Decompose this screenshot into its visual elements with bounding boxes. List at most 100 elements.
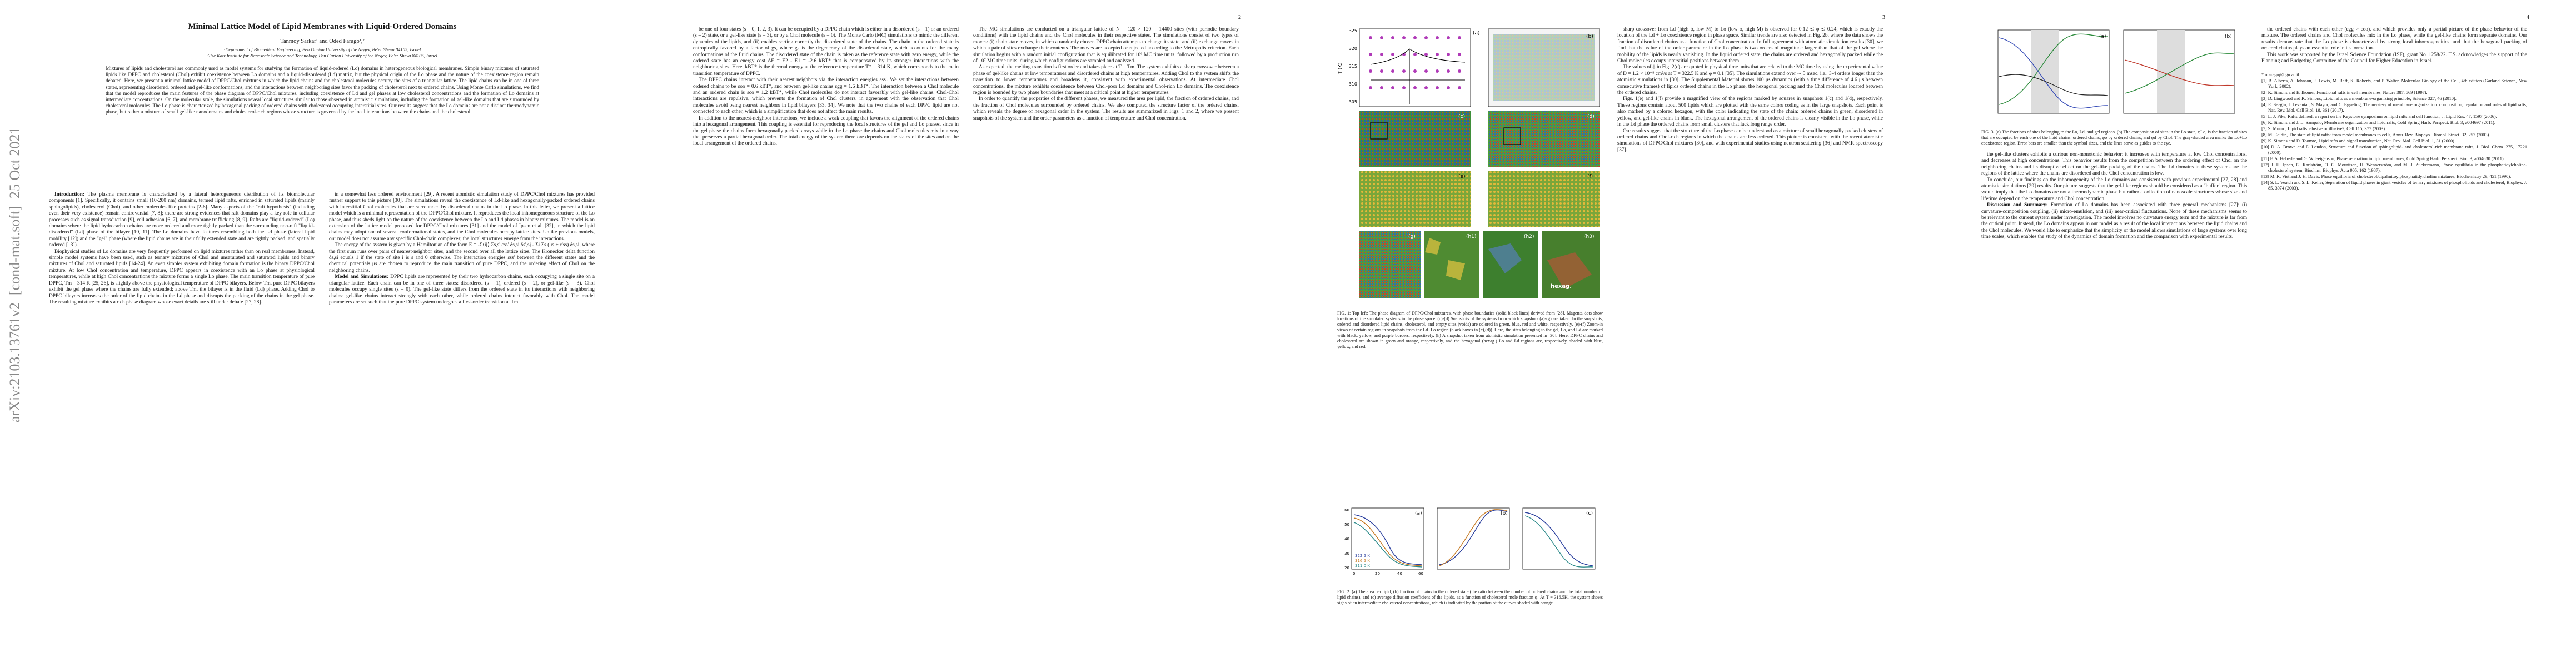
- curve: [1999, 74, 2109, 96]
- paragraph-text: Biophysical studies of Lo domains are ve…: [49, 248, 315, 305]
- panel-image: [1493, 34, 1595, 101]
- tick-label: 325: [1349, 28, 1357, 33]
- paragraph-text: the ordered chains with each other (εgg …: [2261, 27, 2527, 52]
- plot-a: [1351, 507, 1424, 570]
- page-number: 3: [1882, 14, 1885, 21]
- paragraph: Our results suggest that the structure o…: [1617, 128, 1883, 154]
- curve: [1999, 33, 2109, 105]
- references: * ofarago@bgu.ac.il [1] B. Alberts, A. Jo…: [2261, 72, 2527, 191]
- snapshot: [1488, 111, 1600, 167]
- paragraph-text: The values of ϕ in Fig. 2(c) are quoted …: [1617, 64, 1883, 96]
- paragraph: In addition to the nearest-neighbor inte…: [693, 116, 959, 147]
- paragraph-text: The MC simulations are conducted on a tr…: [973, 27, 1239, 64]
- figure-caption: FIG. 2: (a) The area per lipid, (b) frac…: [1337, 589, 1603, 605]
- panel-label: (e): [1458, 174, 1466, 180]
- paragraph-text: Our results suggest that the structure o…: [1617, 128, 1883, 153]
- curve: [2124, 52, 2234, 94]
- tick-label: 315: [1349, 64, 1357, 69]
- zoom-box: [1370, 122, 1388, 140]
- tick-label: 20: [1375, 571, 1380, 576]
- panel-label: (b): [1586, 34, 1593, 39]
- reference: [7] S. Munro, Lipid rafts: elusive or il…: [2261, 126, 2386, 132]
- column: The MC simulations are conducted on a tr…: [973, 27, 1239, 645]
- paragraph: Biophysical studies of Lo domains are ve…: [49, 249, 315, 306]
- tick-label: 320: [1349, 46, 1357, 51]
- reference: [8] M. Edidin, The state of lipid rafts:…: [2261, 132, 2490, 138]
- column: sharp crossover from Ld (high ϕ, low M) …: [1617, 27, 1883, 645]
- text-flow: the ordered chains with each other (εgg …: [2261, 27, 2527, 64]
- panel-label: (a): [2099, 34, 2106, 39]
- region-shading: [1425, 238, 1465, 280]
- coexistence-shading: [2031, 30, 2059, 113]
- paragraph-text: As expected, the melting transition is f…: [973, 64, 1239, 96]
- column: in a somewhat less ordered environment […: [329, 192, 595, 645]
- legend-entry: 322.5 K: [1355, 554, 1370, 558]
- page-2: 2 be one of four states (s = 0, 1, 2, 3)…: [644, 0, 1288, 667]
- paragraph-text: the gel-like clusters exhibits a curious…: [1981, 152, 2247, 177]
- reference: [3] D. Lingwood and K. Simons, Lipid raf…: [2261, 96, 2457, 102]
- figure-1: T (K) 325 320 315 310 305 (a) (b) (c) (d…: [1338, 28, 1600, 298]
- panel-label: (f): [1587, 174, 1593, 180]
- figure-2: 322.5 K 316.5 K 311.0 K 60 50 40 30 20 0…: [1344, 507, 1596, 576]
- reference: [9] K. Simons and D. Toomre, Lipid rafts…: [2261, 138, 2455, 144]
- reference: [11] F. A. Heberle and G. W. Feigenson, …: [2261, 156, 2505, 162]
- zoom-box: [1503, 127, 1521, 145]
- abstract: Mixtures of lipids and cholesterol are c…: [106, 66, 539, 115]
- paragraph: Model and Simulations: DPPC lipids are r…: [329, 274, 595, 306]
- axis-label: T (K): [1338, 62, 1343, 74]
- reference: [5] L. J. Pike, Rafts defined: a report …: [2261, 114, 2497, 120]
- paragraph-text: In order to quantify the properties of t…: [973, 96, 1239, 121]
- text-flow: the gel-like clusters exhibits a curious…: [1981, 152, 2247, 241]
- plot-c: [1522, 507, 1596, 570]
- reference: [2] K. Simons and E. Ikonen, Functional …: [2261, 90, 2428, 96]
- paragraph: Introduction: The plasma membrane is cha…: [49, 192, 315, 249]
- tick-label: 30: [1344, 551, 1349, 556]
- region-shading: [1488, 243, 1522, 273]
- paragraph-text: To conclude, our findings on the inhomog…: [1981, 177, 2247, 202]
- panel-label: (d): [1587, 114, 1595, 120]
- reference: [13] M. R. Vist and J. H. Davis, Phase e…: [2261, 174, 2512, 180]
- paragraph: sharp crossover from Ld (high ϕ, low M) …: [1617, 27, 1883, 64]
- paragraph: the ordered chains with each other (εgg …: [2261, 27, 2527, 52]
- panel-label: (c): [1458, 114, 1465, 120]
- reference: [6] K. Simons and J. L. Sampaio, Membran…: [2261, 120, 2496, 126]
- reference: [1] B. Alberts, A. Johnson, J. Lewis, M.…: [2261, 78, 2527, 89]
- reference: [12] J. H. Ipsen, G. Karlström, O. G. Mo…: [2261, 162, 2527, 173]
- zoom-view: [1359, 171, 1471, 227]
- paragraph: Discussion and Summary: Formation of Lo …: [1981, 202, 2247, 240]
- reference: [4] E. Sezgin, I. Levental, S. Mayor, an…: [2261, 102, 2527, 113]
- curve: [2124, 59, 2234, 86]
- tick-label: 305: [1349, 99, 1357, 104]
- page-3: 3 T (K) 325 320 315 310 305 (a): [1288, 0, 1932, 667]
- paragraph: To conclude, our findings on the inhomog…: [1981, 177, 2247, 203]
- panel-frame: [1359, 28, 1471, 107]
- tick-label: 20: [1344, 566, 1349, 570]
- figure-caption: FIG. 3: (a) The fractions of sites belon…: [1981, 130, 2247, 146]
- paragraph: the gel-like clusters exhibits a curious…: [1981, 152, 2247, 177]
- paragraph-text: be one of four states (s = 0, 1, 2, 3). …: [693, 27, 959, 77]
- paragraph-text: In addition to the nearest-neighbor inte…: [693, 115, 959, 147]
- snapshot: [1359, 231, 1421, 298]
- panel-label: (g): [1408, 234, 1416, 240]
- affiliation: ¹Department of Biomedical Engineering, B…: [223, 47, 421, 52]
- panel-label: (b): [1501, 511, 1508, 516]
- figure-3: (a) (b): [1997, 29, 2235, 114]
- affiliation: ²Ilse Katz Institute for Nanoscale Scien…: [207, 53, 437, 58]
- phase-boundary: [1370, 48, 1466, 104]
- figure-caption: FIG. 1: Top left: The phase diagram of D…: [1337, 311, 1603, 349]
- authors: Tanmoy Sarkar¹ and Oded Farago¹,²: [280, 38, 365, 44]
- paragraph-text: Figs. 1(e) and 1(f) provide a magnified …: [1617, 96, 1883, 128]
- page-number: 2: [1238, 14, 1241, 21]
- tick-label: 40: [1397, 571, 1402, 576]
- tick-label: 50: [1344, 522, 1349, 527]
- panel-label: (b): [2225, 34, 2232, 39]
- inset-label: hexag.: [1551, 283, 1572, 290]
- paragraph: The DPPC chains interact with their near…: [693, 77, 959, 115]
- paragraph: The values of ϕ in Fig. 2(c) are quoted …: [1617, 64, 1883, 96]
- arxiv-stamp: arXiv:2103.13761v2 [cond-mat.soft] 25 Oc…: [7, 127, 23, 422]
- panel-label: (a): [1473, 31, 1480, 36]
- tick-label: 60: [1418, 571, 1423, 576]
- paragraph-heading: Discussion and Summary:: [1987, 202, 2048, 208]
- column: T (K) 325 320 315 310 305 (a) (b) (c) (d…: [1337, 27, 1603, 645]
